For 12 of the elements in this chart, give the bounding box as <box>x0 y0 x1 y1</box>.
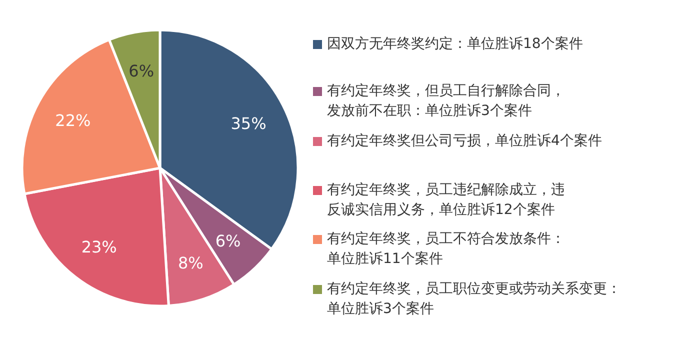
data-label: 23% <box>81 238 117 257</box>
legend-label: 有约定年终奖，但员工自行解除合同，发放前不在职：单位胜诉3个案件 <box>326 82 566 121</box>
data-label: 6% <box>128 61 154 80</box>
legend-label: 有约定年终奖但公司亏损，单位胜诉4个案件 <box>326 132 603 151</box>
data-label: 35% <box>230 114 266 133</box>
legend-label: 有约定年终奖，员工不符合发放条件：单位胜诉11个案件 <box>326 230 566 269</box>
legend-label: 有约定年终奖，员工违纪解除成立，违反诚实信用义务，单位胜诉12个案件 <box>326 181 566 220</box>
legend-label: 因双方无年终奖约定：单位胜诉18个案件 <box>326 35 584 54</box>
data-label: 22% <box>55 111 91 130</box>
legend-label: 有约定年终奖，员工职位变更或劳动关系变更：单位胜诉3个案件 <box>326 280 622 319</box>
data-label: 8% <box>178 253 204 272</box>
data-label: 6% <box>215 231 241 250</box>
